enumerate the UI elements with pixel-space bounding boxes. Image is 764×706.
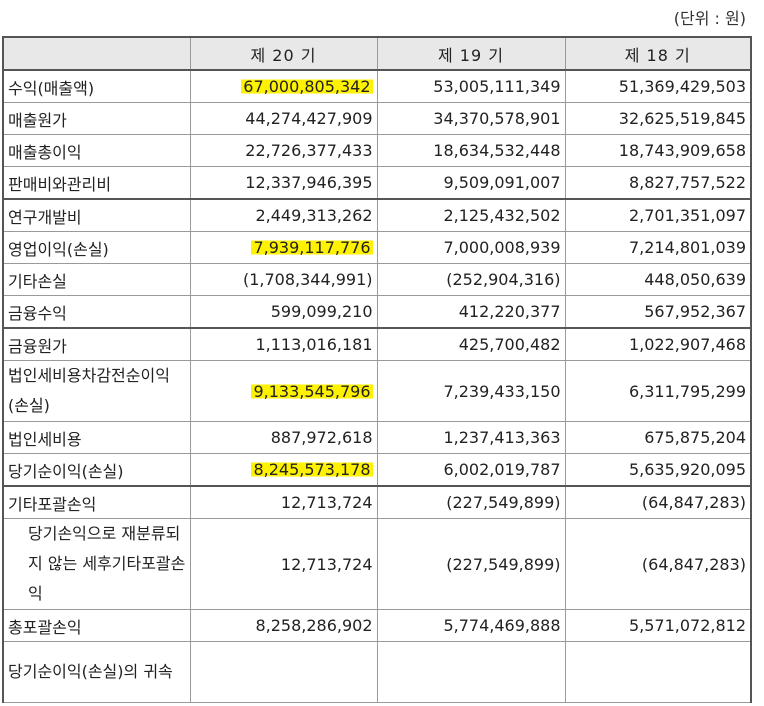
value-period-20: 12,713,724 [189,518,378,610]
highlight-mark: 9,133,545,796 [251,381,373,401]
value-period-20: (1,708,344,991) [189,263,378,296]
row-label: 당기손익으로 재분류되지 않는 세후기타포괄손익 [2,518,191,610]
value-period-19: 18,634,532,448 [376,134,566,167]
value-period-19: 34,370,578,901 [376,102,566,135]
value-period-19: 6,002,019,787 [376,453,566,487]
value-period-19: (252,904,316) [376,263,566,296]
row-label: 금융원가 [2,327,191,361]
value-period-19 [376,641,566,703]
row-label: 법인세비용차감전순이익(손실) [2,360,191,422]
table-row: 총포괄손익 8,258,286,902 5,774,469,888 5,571,… [2,609,752,642]
row-label: 당기순이익(손실)의 귀속 [2,641,191,703]
value-period-20: 8,245,573,178 [189,453,378,487]
row-label: 기타손실 [2,263,191,296]
header-period-20: 제 20 기 [189,36,378,71]
indented-label: 당기손익으로 재분류되지 않는 세후기타포괄손익 [28,524,186,603]
table-row: 판매비와관리비 12,337,946,395 9,509,091,007 8,8… [2,166,752,200]
row-label: 연구개발비 [2,198,191,232]
value-period-19: (227,549,899) [376,485,566,519]
value-period-18: 448,050,639 [564,263,752,296]
value-period-18: 5,571,072,812 [564,609,752,642]
row-label: 매출총이익 [2,134,191,167]
unit-label: (단위 : 원) [673,9,746,28]
header-period-19: 제 19 기 [376,36,566,71]
value-period-18: 675,875,204 [564,421,752,454]
value-period-18: 567,952,367 [564,295,752,329]
value-period-20 [189,641,378,703]
value-period-20: 44,274,427,909 [189,102,378,135]
highlight-mark: 7,939,117,776 [251,238,373,257]
value-period-18: (64,847,283) [564,485,752,519]
table-row: 법인세비용 887,972,618 1,237,413,363 675,875,… [2,421,752,454]
row-label: 법인세비용 [2,421,191,454]
value-period-20: 9,133,545,796 [189,360,378,422]
value-period-20: 8,258,286,902 [189,609,378,642]
value-period-19: 1,237,413,363 [376,421,566,454]
value-period-20: 887,972,618 [189,421,378,454]
value-period-20: 599,099,210 [189,295,378,329]
value-period-19: 2,125,432,502 [376,198,566,232]
table-row: 기타손실 (1,708,344,991) (252,904,316) 448,0… [2,263,752,296]
value-period-18: 51,369,429,503 [564,69,752,103]
value-period-20: 12,713,724 [189,485,378,519]
table-row: 매출원가 44,274,427,909 34,370,578,901 32,62… [2,102,752,135]
value-period-19: 9,509,091,007 [376,166,566,200]
table-row: 당기순이익(손실) 8,245,573,178 6,002,019,787 5,… [2,453,752,487]
value-period-18: (64,847,283) [564,518,752,610]
value-period-20: 22,726,377,433 [189,134,378,167]
value-period-20: 1,113,016,181 [189,327,378,361]
table-row: 당기손익으로 재분류되지 않는 세후기타포괄손익 12,713,724 (227… [2,518,752,610]
header-corner [2,36,191,71]
value-period-18: 18,743,909,658 [564,134,752,167]
table-row: 연구개발비 2,449,313,262 2,125,432,502 2,701,… [2,198,752,232]
value-period-18: 8,827,757,522 [564,166,752,200]
value-period-19: 53,005,111,349 [376,69,566,103]
table-row: 당기순이익(손실)의 귀속 [2,641,752,703]
table-row: 수익(매출액) 67,000,805,342 53,005,111,349 51… [2,69,752,103]
value-period-20: 12,337,946,395 [189,166,378,200]
value-period-20: 2,449,313,262 [189,198,378,232]
row-label: 금융수익 [2,295,191,329]
row-label: 영업이익(손실) [2,231,191,264]
value-period-20: 67,000,805,342 [189,69,378,103]
value-period-19: 7,000,008,939 [376,231,566,264]
value-period-18 [564,641,752,703]
highlight-mark: 67,000,805,342 [241,77,373,96]
value-period-18: 5,635,920,095 [564,453,752,487]
value-period-18: 1,022,907,468 [564,327,752,361]
row-label: 수익(매출액) [2,69,191,103]
row-label: 총포괄손익 [2,609,191,642]
value-period-19: 412,220,377 [376,295,566,329]
row-label: 판매비와관리비 [2,166,191,200]
header-row: 제 20 기 제 19 기 제 18 기 [2,36,752,71]
table-row: 영업이익(손실) 7,939,117,776 7,000,008,939 7,2… [2,231,752,264]
value-period-19: 7,239,433,150 [376,360,566,422]
row-label: 매출원가 [2,102,191,135]
value-period-20: 7,939,117,776 [189,231,378,264]
table-row: 금융원가 1,113,016,181 425,700,482 1,022,907… [2,327,752,361]
income-statement-table: 제 20 기 제 19 기 제 18 기 수익(매출액) 67,000,805,… [2,36,752,703]
value-period-19: 5,774,469,888 [376,609,566,642]
table-row: 매출총이익 22,726,377,433 18,634,532,448 18,7… [2,134,752,167]
table-row: 기타포괄손익 12,713,724 (227,549,899) (64,847,… [2,485,752,519]
highlight-mark: 8,245,573,178 [251,460,373,479]
value-period-19: 425,700,482 [376,327,566,361]
header-period-18: 제 18 기 [564,36,752,71]
value-period-18: 2,701,351,097 [564,198,752,232]
value-period-19: (227,549,899) [376,518,566,610]
value-period-18: 7,214,801,039 [564,231,752,264]
row-label: 당기순이익(손실) [2,453,191,487]
row-label: 기타포괄손익 [2,485,191,519]
value-period-18: 6,311,795,299 [564,360,752,422]
value-period-18: 32,625,519,845 [564,102,752,135]
table-row: 금융수익 599,099,210 412,220,377 567,952,367 [2,295,752,329]
table-row: 법인세비용차감전순이익(손실) 9,133,545,796 7,239,433,… [2,360,752,422]
